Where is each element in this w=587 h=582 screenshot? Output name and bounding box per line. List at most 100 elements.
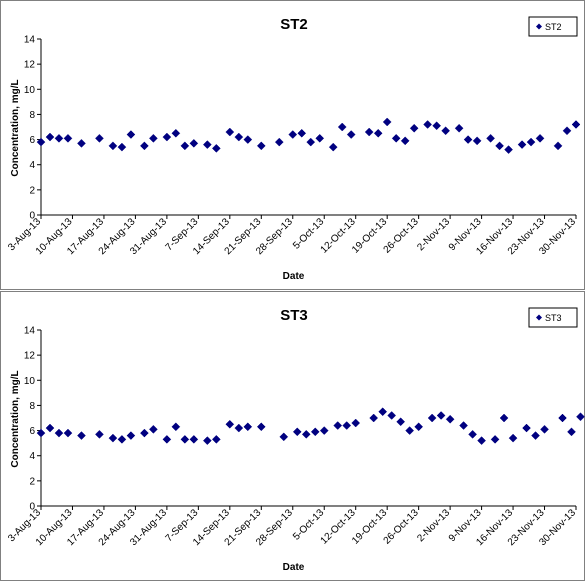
chart-title: ST3 (280, 307, 308, 324)
legend-box (528, 307, 578, 328)
legend-marker (536, 23, 542, 30)
data-point (189, 435, 199, 444)
data-point (234, 423, 244, 433)
y-axis-title: Concentration, mg/L (10, 79, 21, 176)
data-point (486, 133, 495, 143)
data-point (432, 121, 441, 131)
data-point (531, 431, 540, 440)
data-point (256, 141, 266, 151)
data-point (454, 123, 464, 133)
data-point (346, 130, 356, 139)
data-point (162, 132, 172, 142)
x-tick-label: 2-Nov-13 (415, 216, 452, 253)
data-point (45, 132, 55, 142)
data-point (562, 126, 572, 136)
data-point (508, 433, 518, 443)
data-point (162, 435, 172, 444)
data-point (171, 128, 181, 138)
legend-label: ST2 (545, 22, 562, 32)
chart-st3-svg: ST3024681012143-Aug-1310-Aug-1317-Aug-13… (6, 307, 585, 573)
data-point (274, 137, 284, 147)
data-point (126, 130, 136, 139)
data-point (553, 141, 563, 151)
data-point (436, 411, 446, 420)
data-point (95, 133, 104, 143)
data-point (427, 413, 437, 423)
data-point (140, 428, 149, 438)
data-point (117, 142, 127, 152)
data-point (373, 128, 383, 138)
y-tick-label: 6 (29, 135, 35, 146)
y-tick-label: 10 (24, 376, 36, 387)
data-point (189, 138, 199, 148)
data-point (36, 137, 46, 147)
data-point (63, 428, 73, 438)
y-tick-label: 4 (29, 451, 35, 462)
data-point (108, 141, 118, 151)
y-tick-label: 0 (29, 211, 35, 222)
y-tick-label: 14 (24, 35, 36, 46)
y-tick-label: 10 (24, 85, 36, 96)
data-point (328, 142, 338, 152)
data-point (243, 422, 253, 432)
y-tick-label: 8 (29, 110, 35, 121)
data-point (45, 423, 55, 433)
data-point (459, 421, 468, 430)
data-point (468, 429, 477, 439)
data-point (571, 120, 581, 129)
y-tick-label: 4 (29, 160, 35, 171)
data-point (387, 411, 397, 420)
y-tick-label: 8 (29, 401, 35, 412)
data-point (472, 136, 482, 146)
data-point (504, 145, 513, 154)
data-point (378, 407, 388, 417)
data-point (288, 130, 298, 139)
data-point (405, 426, 415, 435)
data-point (54, 428, 64, 438)
data-point (351, 418, 361, 428)
y-tick-label: 12 (24, 351, 36, 362)
x-tick-label: 2-Nov-13 (415, 507, 452, 544)
data-point (333, 421, 343, 430)
data-point (202, 140, 212, 149)
data-point (364, 127, 374, 137)
data-point (414, 422, 424, 432)
data-point (54, 133, 64, 143)
data-point (149, 133, 158, 143)
chart-st2-svg: ST2024681012143-Aug-1310-Aug-1317-Aug-13… (6, 16, 581, 282)
data-point (292, 427, 302, 437)
data-point (225, 127, 235, 137)
data-point (297, 128, 307, 138)
data-point (211, 435, 221, 444)
data-point (342, 421, 352, 430)
data-point (256, 422, 266, 432)
data-point (95, 429, 104, 439)
data-point (117, 435, 127, 444)
data-point (409, 123, 419, 133)
data-point (77, 431, 86, 440)
y-tick-label: 0 (29, 502, 35, 513)
data-point (126, 431, 136, 440)
data-point (63, 133, 73, 143)
legend-label: ST3 (545, 313, 562, 323)
data-point (180, 141, 190, 151)
data-point (558, 413, 567, 423)
data-point (477, 436, 486, 445)
data-point (423, 120, 432, 129)
data-point (567, 427, 576, 437)
data-point (490, 435, 500, 444)
data-point (526, 137, 536, 147)
data-point (495, 141, 504, 151)
x-tick-label: 26-Oct-13 (382, 507, 422, 547)
data-point (315, 133, 325, 143)
data-point (301, 429, 311, 439)
y-axis-title: Concentration, mg/L (10, 370, 21, 467)
data-point (306, 137, 316, 147)
data-point (36, 428, 46, 438)
data-point (396, 417, 406, 427)
legend-marker (536, 314, 542, 321)
data-point (576, 412, 585, 422)
data-point (243, 135, 253, 144)
data-point (445, 414, 455, 424)
data-point (535, 133, 545, 143)
